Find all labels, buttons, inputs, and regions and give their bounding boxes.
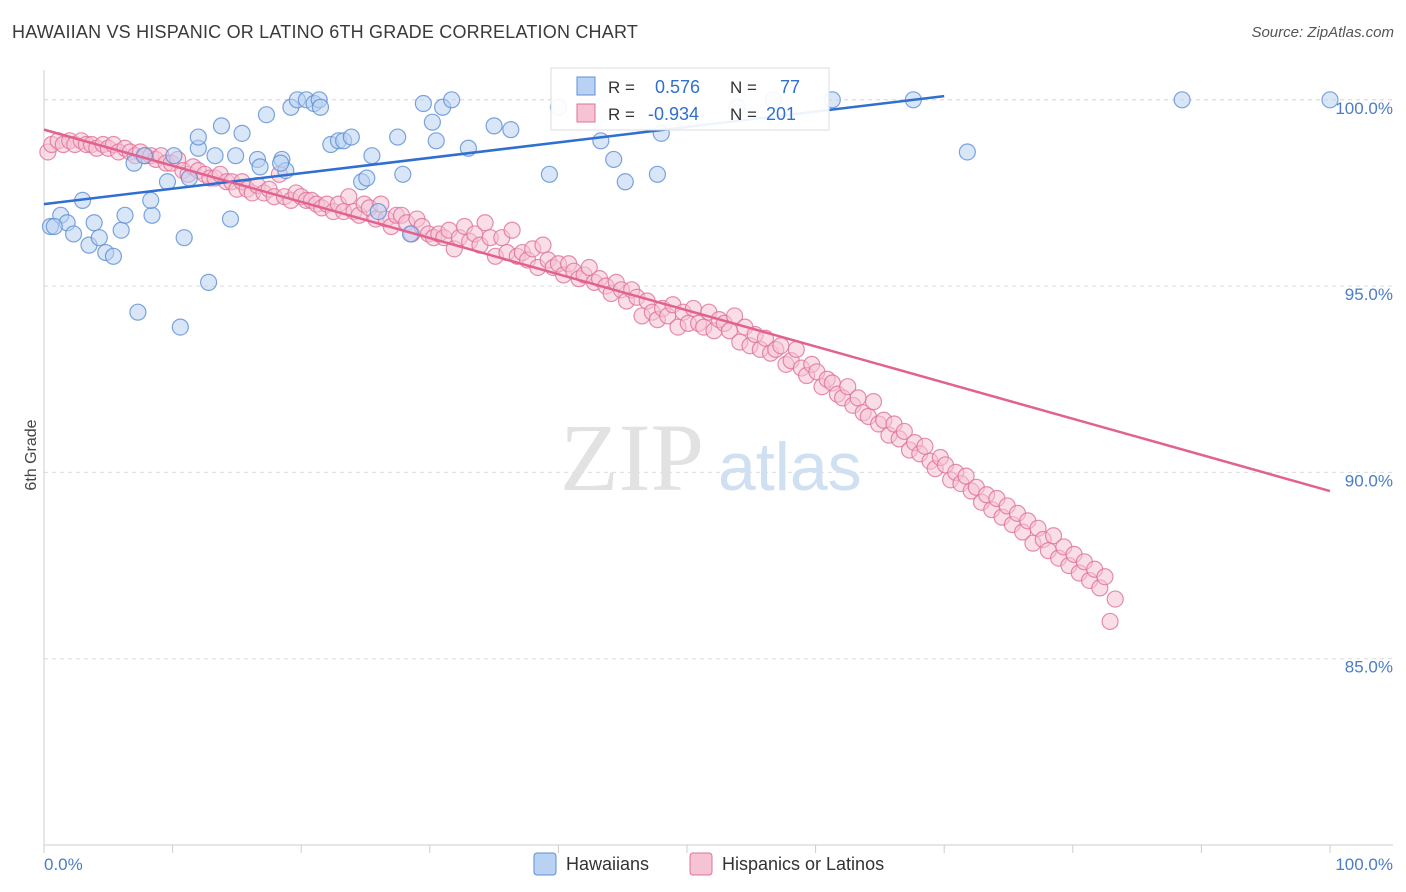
stats-swatch-pink [576, 103, 596, 123]
hispanics-trend-line [43, 128, 1331, 493]
hawaiians-point [427, 132, 445, 150]
y-tick-labels: 100.0% 95.0% 90.0% 85.0% [1335, 99, 1393, 677]
chart-title: HAWAIIAN VS HISPANIC OR LATINO 6TH GRADE… [12, 22, 639, 42]
watermark: ZIP atlas [560, 404, 862, 511]
hispanics-point [534, 236, 552, 254]
hispanics-point [1106, 590, 1124, 608]
watermark-atlas: atlas [718, 429, 862, 505]
hawaiians-point [363, 147, 381, 165]
hawaiians-point [64, 225, 83, 243]
hawaiians-point [206, 147, 224, 165]
hawaiians-point [414, 94, 432, 113]
hawaiians-point [616, 173, 634, 191]
hawaiians-point [116, 206, 134, 224]
hawaiians-point [104, 247, 123, 265]
stats-swatch-blue [576, 76, 596, 96]
y-tick-label: 85.0% [1345, 658, 1393, 677]
y-tick-label: 95.0% [1345, 285, 1393, 304]
y-axis-label: 6th Grade [23, 419, 40, 490]
hawaiians-point [85, 214, 103, 232]
stats-n-label-2: N = [730, 105, 757, 124]
hawaiians-point [369, 202, 387, 221]
hawaiians-point [158, 173, 177, 191]
axes [43, 70, 1393, 846]
hawaiians-point [592, 132, 610, 150]
hispanics-point [916, 437, 934, 455]
legend-swatch-hawaiians [533, 852, 557, 876]
hawaiians-point [443, 91, 461, 109]
hawaiians-point [200, 273, 218, 291]
hawaiians-point [171, 318, 189, 336]
stats-r-value-1: 0.576 [655, 77, 700, 97]
hawaiians-point [958, 143, 976, 161]
hawaiians-point [221, 210, 240, 228]
stats-r-label-2: R = [608, 105, 635, 124]
hispanics-point [1044, 527, 1063, 545]
stats-legend-box [550, 67, 830, 131]
hawaiians-point [1173, 91, 1191, 109]
legend-swatch-hispanics [689, 852, 713, 876]
y-tick-label: 100.0% [1335, 99, 1393, 118]
hispanics-point [580, 258, 598, 277]
stats-n-value-2: 201 [766, 104, 796, 124]
hawaiians-point [272, 154, 290, 172]
hispanics-point [957, 467, 975, 485]
hawaiians-point [142, 191, 160, 210]
hispanics-point [864, 393, 883, 411]
hawaiians-point [648, 165, 667, 183]
watermark-zip: ZIP [560, 404, 704, 511]
hawaiians-point [189, 128, 207, 146]
hawaiians-point [1321, 91, 1339, 109]
hawaiians-point [175, 229, 193, 247]
hawaiians-point [112, 221, 130, 239]
y-tick-label: 90.0% [1345, 471, 1393, 490]
hispanics-point [476, 214, 494, 232]
hawaiians-point [90, 229, 108, 247]
hispanics-point [839, 378, 857, 396]
stats-r-value-2: -0.934 [648, 104, 699, 124]
hispanics-point [340, 188, 358, 206]
hawaiians-point [394, 165, 412, 183]
hispanics-point [1096, 568, 1114, 586]
hispanics-point [503, 221, 521, 239]
stats-n-label-1: N = [730, 78, 757, 97]
hawaiians-point [45, 217, 63, 236]
hawaiians-point [540, 165, 558, 183]
hawaiians-point [251, 158, 269, 176]
hawaiians-point [212, 117, 231, 135]
hawaiians-point [257, 106, 276, 124]
series-hispanics-points [39, 132, 1124, 631]
hispanics-point [1101, 612, 1119, 631]
hawaiians-point [389, 128, 407, 146]
hawaiians-point [423, 113, 441, 131]
hawaiians-point [605, 150, 623, 169]
hawaiians-point [227, 147, 245, 165]
legend-label-hawaiians: Hawaiians [566, 854, 649, 874]
hawaiians-point [129, 303, 147, 321]
hawaiians-point [358, 169, 376, 187]
hispanics-point [772, 337, 790, 355]
hawaiians-point [143, 206, 161, 224]
stats-legend: R = 0.576 N = 77 R = -0.934 N = 201 [550, 67, 830, 131]
hawaiians-point [311, 98, 330, 116]
hawaiians-point [233, 124, 251, 142]
hawaiians-point [485, 117, 503, 135]
series-hawaiians-points [41, 91, 1339, 336]
legend-label-hispanics: Hispanics or Latinos [722, 854, 884, 874]
hawaiians-point [502, 121, 520, 139]
hispanics-point [895, 422, 913, 441]
stats-r-label-1: R = [608, 78, 635, 97]
hawaiians-point [342, 128, 360, 146]
hawaiians-point [165, 147, 183, 165]
x-ticks: 0.0% 100.0% [43, 845, 1393, 874]
x-tick-label: 0.0% [44, 855, 83, 874]
stats-n-value-1: 77 [780, 77, 800, 97]
hispanics-point [849, 389, 867, 407]
series-legend: Hawaiians Hispanics or Latinos [533, 852, 884, 876]
x-tick-label: 100.0% [1335, 855, 1393, 874]
source-label: Source: ZipAtlas.com [1251, 24, 1394, 41]
